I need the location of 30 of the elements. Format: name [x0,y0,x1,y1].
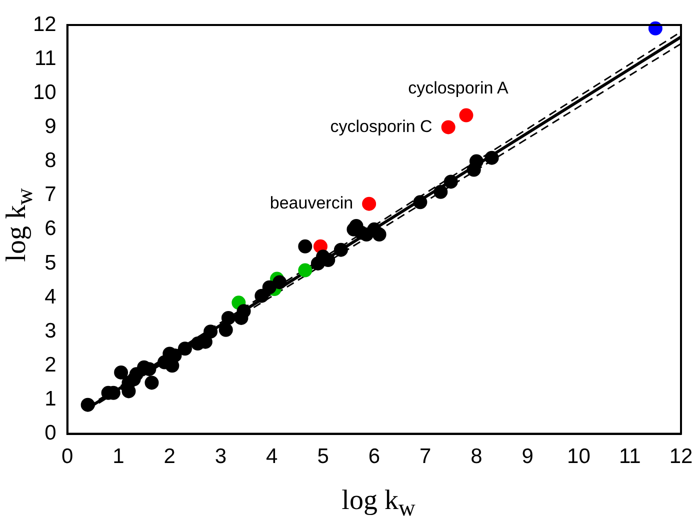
y-tick-label: 3 [44,319,56,342]
x-tick-label: 8 [470,445,482,468]
x-tick-label: 11 [618,445,641,468]
x-tick-label: 0 [62,445,74,468]
x-tick-label: 12 [669,445,693,468]
y-tick-label: 10 [33,80,56,104]
y-tick-label: 11 [34,46,56,70]
y-tick-label: 8 [44,149,56,172]
y-tick-label: 5 [44,251,56,274]
x-tick-label: 10 [567,445,590,468]
y-tick-label: 0 [44,422,56,445]
y-tick-label: 9 [44,114,56,138]
x-tick-label: 1 [112,445,124,468]
annotation: beauvercin [270,194,354,213]
x-tick-label: 5 [317,445,329,468]
y-tick-label: 4 [44,285,57,308]
x-tick-label: 7 [419,445,432,468]
x-tick-label: 2 [164,445,176,468]
y-tick-label: 12 [33,12,56,36]
y-tick-label: 2 [44,353,56,376]
annotation: cyclosporin A [408,78,509,98]
annotation: cyclosporin C [330,116,432,136]
x-tick-label: 3 [214,445,227,468]
x-tick-label: 9 [522,445,534,468]
x-tick-label: 4 [266,445,278,468]
y-tick-label: 7 [44,183,56,206]
x-tick-label: 6 [368,445,380,468]
y-tick-label: 6 [44,217,56,240]
y-tick-label: 1 [44,388,56,411]
x-axis-title: log k$_{w}$ [340,485,416,523]
